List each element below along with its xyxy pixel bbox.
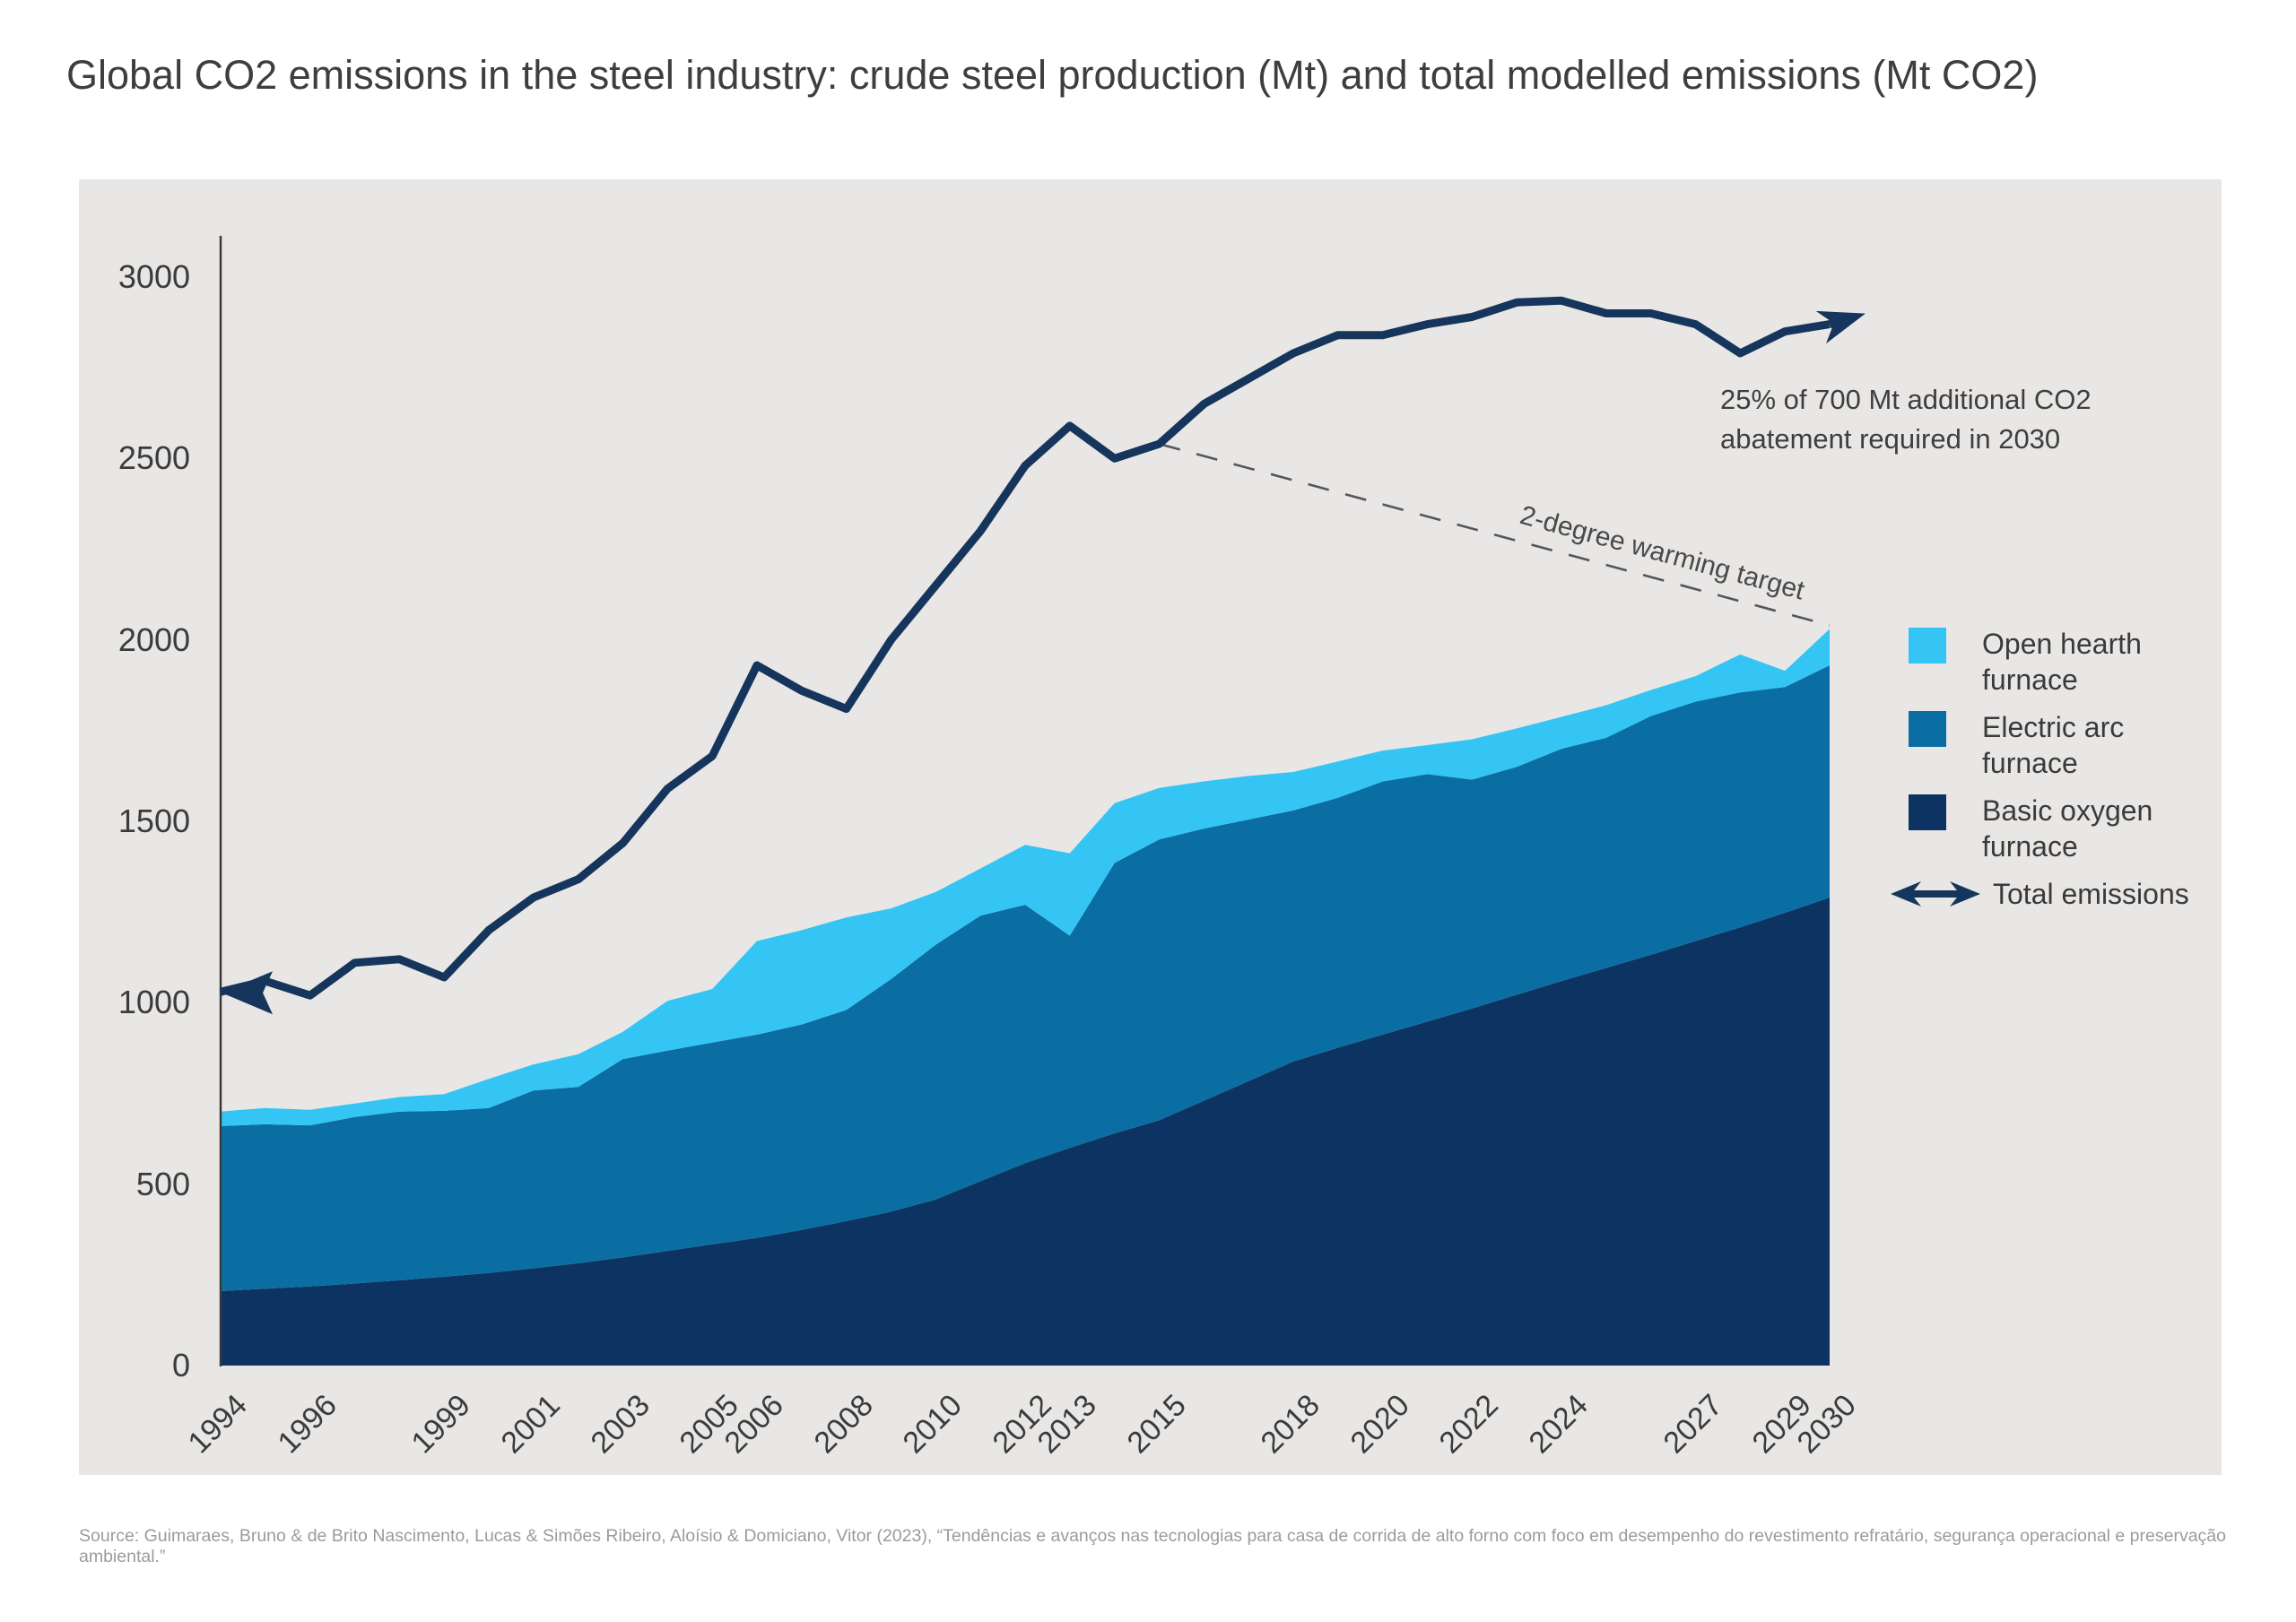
y-tick-3000: 3000 [117,258,190,295]
legend-swatch-icon [1909,628,1946,664]
legend-item-electric-arc-furnace: Electric arc furnace [1889,709,2221,781]
abatement-annotation-line2: abatement required in 2030 [1720,423,2061,455]
y-tick-2500: 2500 [117,439,190,477]
legend-swatch-icon [1909,711,1946,747]
line-end-arrowhead [1815,310,1866,344]
y-tick-2000: 2000 [117,620,190,658]
legend-item-total-emissions: Total emissions [1889,876,2221,912]
target-dashed-line [1159,442,1831,627]
legend-swatch-icon [1909,794,1946,830]
legend-label: Total emissions [1993,878,2189,910]
legend-label: Basic oxygen furnace [1982,794,2153,863]
y-tick-0: 0 [171,1347,190,1383]
y-tick-1500: 1500 [117,802,190,839]
area-electric-arc-furnace [221,665,1830,1291]
source-note: Source: Guimaraes, Bruno & de Brito Nasc… [79,1526,2226,1566]
line-start-arrowhead [222,971,273,1015]
legend-item-open-hearth-furnace: Open hearth furnace [1889,626,2221,698]
legend-label: Electric arc furnace [1982,711,2125,779]
area-open-hearth-furnace [221,629,1830,1126]
double-arrow-icon [1891,881,1980,906]
area-basic-oxygen-furnace [221,898,1830,1366]
legend-label: Open hearth furnace [1982,628,2142,696]
total-emissions-line [219,296,1831,1000]
abatement-annotation: 25% of 700 Mt additional CO2 abatement r… [1720,380,2092,459]
legend: Open hearth furnace Electric arc furnace B… [1889,626,2221,924]
y-tick-1000: 1000 [117,984,190,1021]
abatement-annotation-line1: 25% of 700 Mt additional CO2 [1720,384,2092,415]
chart-title: Global CO2 emissions in the steel indust… [66,52,2039,98]
y-tick-500: 500 [135,1165,190,1202]
legend-item-basic-oxygen-furnace: Basic oxygen furnace [1889,793,2221,864]
